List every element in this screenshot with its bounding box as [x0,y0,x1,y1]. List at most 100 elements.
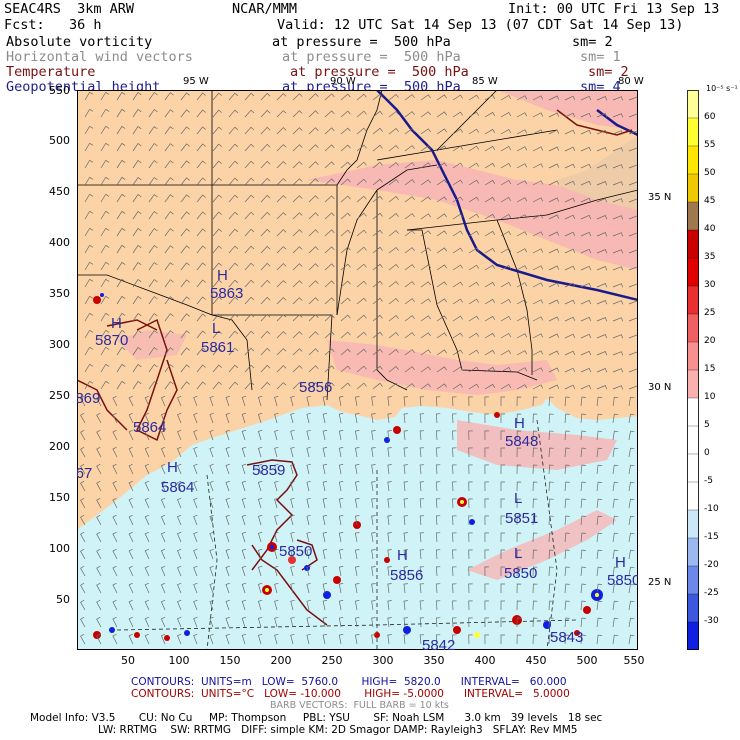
wind-barb [435,600,441,611]
wind-barb [196,92,206,101]
wind-barb [356,229,367,237]
wind-barb [516,430,522,441]
wind-barb [244,126,255,135]
wind-barb [116,142,126,152]
wind-barb [340,314,351,322]
wind-barb [420,128,431,135]
wind-barb [228,330,239,339]
wind-barb [435,498,441,509]
wind-barb [177,429,182,441]
colorbar-cell [687,369,699,399]
wind-barb [148,126,158,135]
wind-barb [388,128,399,135]
wind-barb [436,315,447,322]
wind-barb [468,332,480,339]
wind-barb [484,230,496,237]
wind-barb [228,160,239,169]
wind-barb [500,583,505,593]
wind-barb [193,497,198,509]
wind-barb [116,278,126,288]
wind-barb [306,531,311,543]
wind-barb [164,330,174,339]
wind-barb [484,247,496,254]
wind-barb [484,366,496,373]
wind-barb [324,195,335,203]
wind-barb [209,480,214,492]
wind-barb [372,212,383,220]
wind-barb [612,447,619,458]
x-tick-350: 350 [423,654,445,667]
wind-barb [420,264,431,271]
wind-barb [244,364,255,373]
wind-barb [436,298,447,305]
wind-barb [338,634,344,645]
wind-barb [209,582,214,594]
height-hl-2: H [111,315,122,332]
wind-barb [292,127,303,135]
wind-barb [419,447,425,458]
colorbar-cell [687,229,699,259]
wind-barb [260,262,271,271]
wind-barb [340,110,351,118]
wind-barb [612,430,619,441]
wind-barb [516,282,528,288]
wind-barb [612,532,619,543]
y-tick-450: 450 [49,185,70,198]
field-temperature-level: at pressure = 500 hPa [290,64,469,80]
wind-barb [532,430,538,441]
wind-barb [532,481,538,492]
wind-barb [596,634,603,645]
wind-barb [435,515,441,526]
wind-barb [500,163,512,169]
wind-barb [388,196,399,203]
wind-barb [241,395,247,407]
wind-barb [371,566,376,577]
wind-barb [225,582,230,594]
wind-barb [548,600,554,611]
wind-barb [100,346,110,356]
wind-barb [419,515,425,526]
height-hl-7: H [167,459,178,476]
wind-barb [96,429,102,441]
vorticity-band-central [327,340,557,395]
wind-barb [212,92,223,101]
wind-barb [596,600,603,611]
wind-barb [372,297,383,305]
wind-barb [322,634,328,645]
wind-barb [371,464,376,475]
wind-barb [177,412,182,424]
wind-barb [308,382,319,390]
wind-barb [308,263,319,271]
wind-barb [128,429,134,441]
wind-barb [306,497,311,509]
contours-height-info: CONTOURS: UNITS=m LOW= 5760.0 HIGH= 5820… [131,676,567,688]
wind-barb [580,129,592,135]
florida-land [547,365,638,420]
wind-barb [516,384,528,390]
wind-barb [468,515,473,526]
wind-barb [564,413,570,424]
wind-barb [338,447,344,458]
wind-barb [180,313,190,322]
wind-barb [516,566,522,577]
wind-barb [436,213,447,220]
wind-barb [80,616,86,628]
wind-barb [404,128,415,135]
wind-barb [612,334,624,339]
wind-barb [500,464,505,474]
wind-barb [96,497,102,509]
wind-barb [356,382,367,390]
wind-barb [628,447,635,458]
wind-barb [274,582,279,594]
wind-barb [292,331,303,339]
wind-barb [452,315,463,322]
wind-barb [596,396,603,407]
wind-barb [308,178,319,186]
wind-barb [612,464,619,475]
wind-barb [404,162,415,169]
wind-barb [628,549,635,560]
wind-barb [532,112,544,118]
wind-barb [132,296,142,305]
wind-barb [580,583,586,594]
wind-barb [403,396,408,407]
